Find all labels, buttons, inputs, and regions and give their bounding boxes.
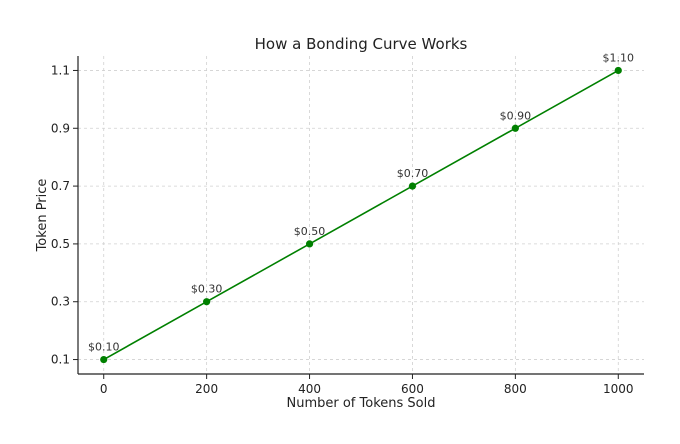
y-tick-label: 0.7	[51, 179, 70, 193]
x-tick-label: 200	[195, 382, 218, 396]
y-tick-label: 0.1	[51, 353, 70, 367]
y-axis-title: Token Price	[35, 179, 50, 253]
y-tick-label: 0.5	[51, 237, 70, 251]
y-tick-label: 1.1	[51, 63, 70, 77]
x-tick-label: 1000	[603, 382, 634, 396]
data-point	[305, 240, 314, 248]
data-label: $0.50	[294, 225, 326, 238]
data-point	[614, 66, 622, 75]
grid	[78, 56, 644, 374]
x-tick-label: 400	[298, 382, 321, 396]
x-tick-label: 600	[401, 382, 424, 396]
data-point	[408, 182, 417, 190]
x-tick-label: 0	[100, 382, 108, 396]
data-label: $0.30	[191, 283, 223, 296]
data-label: $0.10	[88, 341, 120, 354]
y-tick-label: 0.9	[51, 121, 70, 135]
x-axis-title: Number of Tokens Sold	[287, 396, 436, 411]
series-line	[103, 69, 619, 361]
data-label: $0.70	[397, 167, 429, 180]
data-label: $1.10	[603, 51, 635, 64]
data-point	[100, 355, 108, 364]
x-tick-label: 800	[504, 382, 527, 396]
series: $0.10 $0.30 $0.50 $0.70 $0.90 $1.10	[88, 51, 635, 364]
y-tick-label: 0.3	[51, 295, 70, 309]
data-point	[511, 124, 519, 132]
ticks: 0 200 400 600 800 1000 0.1 0.3 0.5 0.7 0.9 1.1	[51, 63, 634, 396]
axes	[77, 56, 644, 375]
data-label: $0.90	[500, 109, 532, 122]
chart-title: How a Bonding Curve Works	[255, 35, 468, 53]
data-point	[203, 298, 211, 306]
